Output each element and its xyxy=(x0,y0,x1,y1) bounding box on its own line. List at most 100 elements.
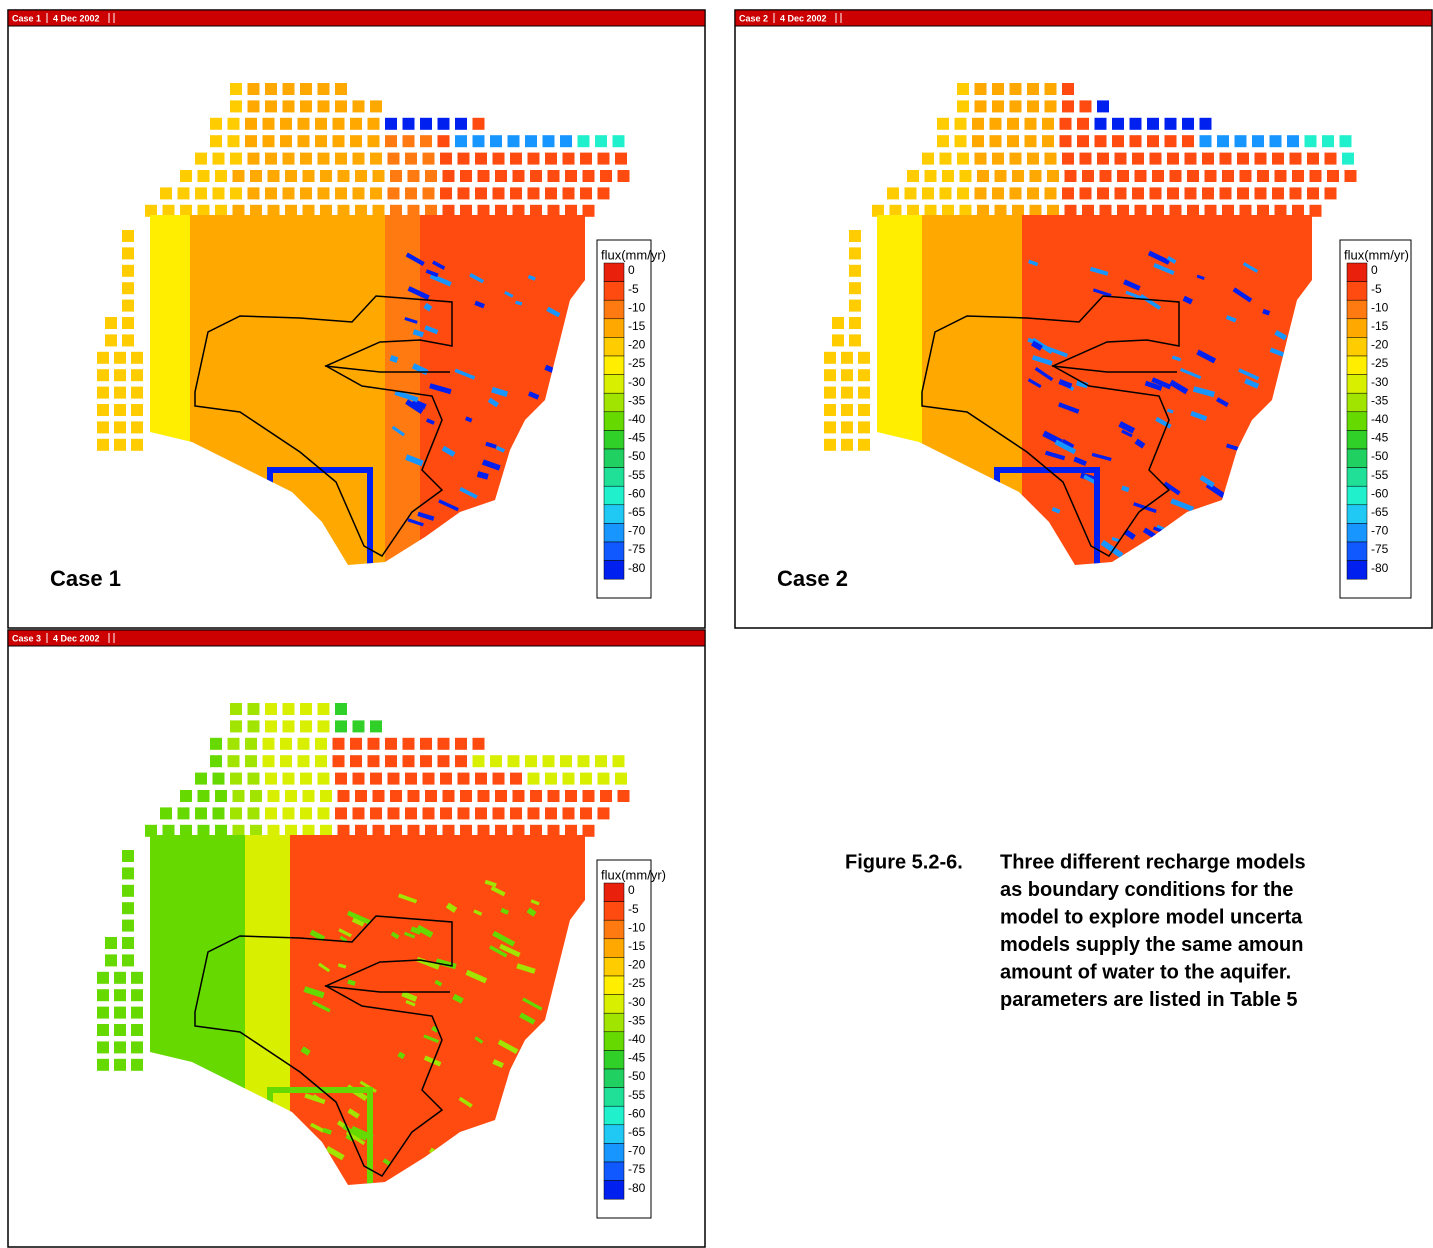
grid-cell xyxy=(1147,117,1159,130)
grid-cell xyxy=(352,807,365,820)
grid-cell xyxy=(245,135,257,148)
streak xyxy=(1199,475,1215,488)
legend-title: flux(mm/yr) xyxy=(601,247,666,262)
legend-swatch xyxy=(1346,374,1368,394)
legend-label: -30 xyxy=(1371,375,1389,389)
grid-cell xyxy=(527,772,540,785)
grid-cell xyxy=(282,152,295,165)
legend-swatch xyxy=(1346,430,1368,450)
grid-cell xyxy=(1269,135,1282,148)
grid-cell xyxy=(97,369,109,382)
legend-label: -10 xyxy=(628,300,646,314)
grid-cell xyxy=(475,807,487,820)
grid-cell xyxy=(527,187,540,200)
grid-cell xyxy=(562,152,575,165)
grid-cell xyxy=(285,204,297,217)
legend-label: -10 xyxy=(1371,300,1389,314)
streak xyxy=(1031,355,1053,366)
grid-cell xyxy=(367,135,380,148)
grid-cell xyxy=(939,152,952,165)
grid-cell xyxy=(957,83,969,95)
grid-cell xyxy=(1292,204,1304,217)
grid-cell xyxy=(530,790,542,802)
grid-cell xyxy=(350,755,362,768)
grid-cell xyxy=(525,755,537,768)
grid-cell xyxy=(350,737,362,750)
grid-cell xyxy=(131,1006,143,1019)
grid-cell xyxy=(250,790,262,802)
grid-cell xyxy=(250,204,262,217)
streak xyxy=(407,286,430,300)
grid-cell xyxy=(992,100,1004,113)
legend-title: flux(mm/yr) xyxy=(601,867,666,882)
grid-cell xyxy=(477,170,490,182)
grid-cell xyxy=(1129,135,1142,148)
grid-cell xyxy=(282,703,295,715)
grid-cell xyxy=(267,824,280,837)
grid-cell xyxy=(1012,170,1024,182)
grid-cell xyxy=(317,83,330,95)
legend-label: -20 xyxy=(1371,338,1389,352)
streak xyxy=(412,329,424,338)
legend-swatch xyxy=(603,975,625,995)
streak xyxy=(1044,450,1066,461)
streak xyxy=(469,272,485,284)
grid-cell xyxy=(247,152,260,165)
grid-cell xyxy=(824,404,836,416)
legend-swatch xyxy=(1346,560,1368,580)
streak xyxy=(499,943,521,958)
streak xyxy=(1118,421,1136,434)
grid-cell xyxy=(302,204,315,217)
legend: flux(mm/yr)0 -5 -10 -15 -20 -25 -30 -35 -40 -45 -5… xyxy=(1339,239,1412,599)
grid-cell xyxy=(335,720,347,733)
grid-cell xyxy=(1252,135,1264,148)
grid-cell xyxy=(332,737,345,750)
grid-cell xyxy=(1114,187,1127,200)
grid-cell xyxy=(545,807,557,820)
grid-cell xyxy=(1152,204,1164,217)
grid-cell xyxy=(849,264,861,277)
grid-cell xyxy=(197,170,210,182)
grid-cell xyxy=(390,170,402,182)
grid-cell xyxy=(145,824,157,837)
header-case: Case 2 xyxy=(739,13,768,23)
grid-cell xyxy=(1132,187,1144,200)
grid-cell xyxy=(385,755,397,768)
streak xyxy=(1121,429,1133,438)
grid-cell xyxy=(335,807,347,820)
legend-swatch xyxy=(603,1087,625,1107)
legend-label: -35 xyxy=(628,1013,646,1027)
grid-cell xyxy=(227,135,240,148)
grid-cell xyxy=(887,187,899,200)
grid-cell xyxy=(160,187,172,200)
grid-cell xyxy=(105,334,117,347)
grid-cell xyxy=(212,187,225,200)
grid-cell xyxy=(1289,187,1302,200)
grid-cell xyxy=(230,772,242,785)
legend-label: -45 xyxy=(628,1051,646,1065)
legend-label: -70 xyxy=(628,1144,646,1158)
streak xyxy=(1169,379,1189,395)
legend-label: -65 xyxy=(628,1125,646,1139)
grid-cell xyxy=(250,170,262,182)
streak xyxy=(312,1000,331,1013)
grid-cell xyxy=(1097,100,1109,113)
grid-cell xyxy=(565,824,577,837)
streak xyxy=(431,1025,439,1033)
grid-cell xyxy=(1059,135,1072,148)
grid-cell xyxy=(422,187,435,200)
grid-cell xyxy=(122,334,134,347)
grid-cell xyxy=(265,83,277,95)
grid-cell xyxy=(177,807,190,820)
grid-cell xyxy=(455,117,467,130)
streak xyxy=(351,917,365,927)
grid-cell xyxy=(262,117,275,130)
streak xyxy=(1058,402,1080,414)
legend-swatch xyxy=(1346,355,1368,375)
legend-title: flux(mm/yr) xyxy=(1344,247,1409,262)
streak xyxy=(405,399,424,415)
legend-label: -55 xyxy=(628,1088,646,1102)
grid-cell xyxy=(122,902,134,915)
streak xyxy=(429,383,452,395)
grid-cell xyxy=(904,187,917,200)
